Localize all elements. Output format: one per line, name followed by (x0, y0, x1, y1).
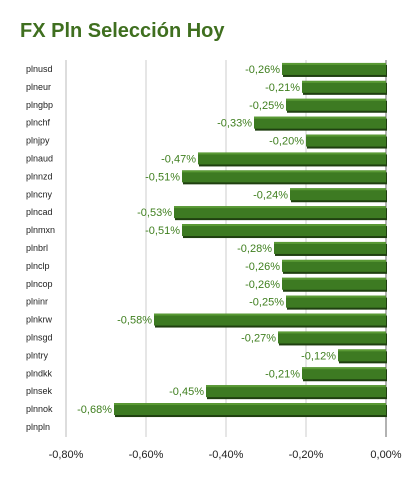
x-tick-label: -0,80% (49, 449, 84, 461)
bar (254, 116, 386, 129)
category-label: plnaud (26, 153, 53, 163)
value-label: -0,33% (217, 118, 252, 130)
bar-highlight (182, 170, 386, 173)
bar (278, 331, 386, 344)
bar-highlight (302, 80, 386, 83)
bar-highlight (290, 188, 386, 191)
bar-highlight (282, 277, 386, 280)
bar-highlight (206, 385, 386, 388)
category-label: plncop (26, 279, 53, 289)
value-label: -0,25% (249, 100, 284, 112)
category-label: plncny (26, 189, 53, 199)
bar (302, 80, 386, 93)
bar-highlight (182, 224, 386, 227)
bar-highlight (282, 62, 386, 65)
bar (290, 188, 386, 201)
bar (338, 349, 386, 362)
bar (282, 259, 386, 272)
x-tick-label: 0,00% (370, 449, 401, 461)
value-label: -0,51% (145, 225, 180, 237)
bar-highlight (338, 349, 386, 352)
bar (286, 98, 386, 111)
value-label: -0,68% (77, 404, 112, 416)
category-label: plnjpy (26, 136, 50, 146)
bar-highlight (282, 259, 386, 262)
bar-highlight (286, 295, 386, 298)
bar (206, 385, 386, 398)
value-label: -0,27% (241, 332, 276, 344)
bar-highlight (274, 241, 386, 244)
bars (114, 62, 387, 418)
bar (282, 277, 386, 290)
category-label: plnpln (26, 422, 50, 432)
bar-highlight (114, 403, 386, 406)
category-label: plnbrl (26, 243, 48, 253)
category-label: plntry (26, 350, 49, 360)
bar (198, 152, 386, 165)
value-label: -0,26% (245, 261, 280, 273)
bar-highlight (302, 367, 386, 370)
category-label: plnnzd (26, 171, 53, 181)
bar-highlight (198, 152, 386, 155)
x-tick-label: -0,40% (209, 449, 244, 461)
bar-highlight (154, 313, 386, 316)
bar (306, 134, 386, 147)
value-label: -0,21% (265, 82, 300, 94)
category-label: plnclp (26, 261, 50, 271)
value-label: -0,51% (145, 171, 180, 183)
bar-highlight (286, 98, 386, 101)
bar (154, 313, 386, 326)
value-label: -0,47% (161, 153, 196, 165)
category-label: plngbp (26, 100, 53, 110)
value-label: -0,28% (237, 243, 272, 255)
category-label: plnsgd (26, 332, 53, 342)
bar (274, 241, 386, 254)
value-label: -0,21% (265, 368, 300, 380)
value-label: -0,26% (245, 279, 280, 291)
category-label: plnnok (26, 404, 53, 414)
x-tick-label: -0,60% (129, 449, 164, 461)
chart-title: FX Pln Selección Hoy (20, 20, 225, 42)
value-label: -0,12% (301, 350, 336, 362)
bar-highlight (174, 206, 386, 209)
bar (182, 170, 386, 183)
bar-highlight (306, 134, 386, 137)
bar (282, 62, 386, 75)
bar (174, 206, 386, 219)
category-label: plnmxn (26, 225, 55, 235)
bar (182, 224, 386, 237)
bar-highlight (254, 116, 386, 119)
x-tick-label: -0,20% (289, 449, 324, 461)
category-label: plnsek (26, 386, 53, 396)
bar (114, 403, 386, 416)
category-label: plncad (26, 207, 53, 217)
value-label: -0,20% (269, 136, 304, 148)
value-label: -0,25% (249, 297, 284, 309)
value-label: -0,53% (137, 207, 172, 219)
value-label: -0,45% (169, 386, 204, 398)
category-label: plndkk (26, 368, 53, 378)
category-label: plneur (26, 82, 51, 92)
value-label: -0,58% (117, 315, 152, 327)
labels: -0,80% -0,60% -0,40% -0,20% 0,00% plnusd -0,26… (26, 64, 402, 461)
category-label: plnkrw (26, 315, 53, 325)
category-label: plninr (26, 297, 48, 307)
bar (286, 295, 386, 308)
category-label: plnchf (26, 118, 51, 128)
bar (302, 367, 386, 380)
value-label: -0,24% (253, 189, 288, 201)
bar-highlight (278, 331, 386, 334)
category-label: plnusd (26, 64, 53, 74)
value-label: -0,26% (245, 64, 280, 76)
